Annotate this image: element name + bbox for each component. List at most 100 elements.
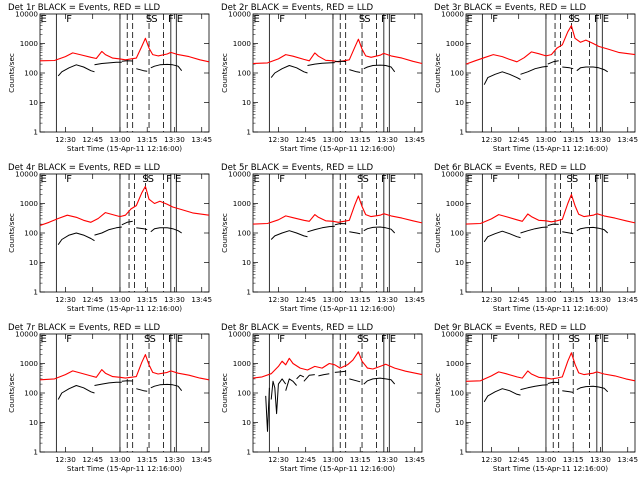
x-tick-label: 13:30	[164, 295, 185, 304]
flag-marker-label: F	[381, 174, 387, 185]
x-tick-label: 12:45	[508, 135, 529, 144]
y-tick-label: 1000	[20, 39, 39, 48]
x-tick-label: 12:45	[82, 295, 103, 304]
lld-series-line	[252, 38, 423, 65]
plot-frame	[39, 333, 210, 453]
x-tick-label: 12:45	[82, 455, 103, 464]
chart-title: Det 8r BLACK = Events, RED = LLD	[221, 323, 373, 333]
y-axis-label: Counts/sec	[7, 213, 16, 253]
x-tick-label: 13:45	[617, 135, 638, 144]
y-tick-label: 10	[242, 418, 252, 427]
events-series-line	[121, 380, 133, 382]
flag-marker-label: E	[603, 14, 609, 25]
detector-chart: Det 3r BLACK = Events, RED = LLD 1 10 100 10…	[433, 3, 638, 153]
x-tick-label: 13:00	[110, 295, 131, 304]
events-series-line	[349, 378, 361, 383]
chart-title: Det 4r BLACK = Events, RED = LLD	[8, 163, 160, 173]
flag-marker-label: S	[568, 14, 574, 25]
y-tick-label: 1	[33, 128, 38, 137]
flag-marker-label: E	[466, 14, 472, 25]
y-tick-label: 1000	[20, 359, 39, 368]
events-series-line	[520, 226, 548, 234]
y-tick-label: 100	[24, 229, 38, 238]
y-tick-label: 100	[237, 389, 251, 398]
events-series-line	[562, 66, 574, 70]
y-tick-label: 10000	[228, 330, 251, 339]
flag-marker-label: F	[279, 174, 285, 185]
y-tick-label: 1	[246, 448, 251, 457]
x-tick-label: 13:45	[404, 295, 425, 304]
x-tick-label: 13:30	[377, 135, 398, 144]
x-tick-label: 13:00	[536, 135, 557, 144]
flag-marker-label: F	[166, 174, 172, 185]
lld-series-line	[465, 352, 636, 382]
events-series-line	[576, 385, 609, 393]
y-tick-label: 10000	[441, 10, 464, 19]
flag-marker-label: S	[142, 174, 148, 185]
y-tick-label: 10000	[15, 10, 38, 19]
flag-marker-label: F	[279, 334, 285, 345]
detector-chart: Det 5r BLACK = Events, RED = LLD 1 10 100 10…	[220, 163, 425, 313]
x-tick-label: 13:45	[617, 455, 638, 464]
x-tick-label: 13:45	[404, 135, 425, 144]
events-series-line	[303, 374, 315, 382]
x-tick-label: 13:15	[563, 455, 584, 464]
x-tick-label: 13:45	[191, 455, 212, 464]
x-tick-label: 13:30	[377, 295, 398, 304]
detector-chart: Det 7r BLACK = Events, RED = LLD 1 10 100 10…	[7, 323, 212, 473]
events-series-line	[136, 227, 148, 231]
flag-marker-label: F	[66, 334, 72, 345]
events-series-line	[57, 385, 95, 400]
events-series-line	[349, 69, 361, 73]
y-tick-label: 1	[246, 128, 251, 137]
flag-marker-label: E	[466, 174, 472, 185]
x-tick-label: 12:30	[55, 295, 76, 304]
flag-marker-label: S	[357, 334, 363, 345]
y-tick-label: 100	[450, 229, 464, 238]
events-series-line	[520, 65, 548, 75]
chart-title: Det 7r BLACK = Events, RED = LLD	[8, 323, 160, 333]
y-tick-label: 10000	[228, 10, 251, 19]
x-tick-label: 13:15	[563, 135, 584, 144]
events-series-line	[520, 384, 548, 391]
events-series-line	[334, 370, 346, 373]
y-axis-label: Counts/sec	[220, 213, 229, 253]
flag-marker-label: F	[66, 174, 72, 185]
detector-panel: Det 7r BLACK = Events, RED = LLD 1 10 100 10…	[0, 320, 213, 480]
plot-frame	[252, 13, 423, 133]
events-series-line	[94, 61, 122, 66]
events-series-line	[334, 223, 346, 226]
flag-marker-label: S	[146, 14, 152, 25]
events-series-line	[547, 223, 559, 226]
y-tick-label: 100	[237, 69, 251, 78]
x-axis-label: Start Time (15-Apr-11 12:16:00)	[493, 464, 608, 473]
plot-frame	[39, 173, 210, 293]
flag-marker-label: S	[568, 334, 574, 345]
x-tick-label: 12:30	[268, 295, 289, 304]
flag-marker-label: S	[144, 334, 150, 345]
events-series-line	[483, 230, 521, 243]
detector-chart: Det 1r BLACK = Events, RED = LLD 1 10 100 10…	[7, 3, 212, 153]
flag-marker-label: E	[603, 174, 609, 185]
y-tick-label: 1	[33, 448, 38, 457]
flag-marker-label: S	[566, 174, 572, 185]
y-tick-label: 100	[24, 69, 38, 78]
events-series-line	[483, 388, 521, 403]
x-tick-label: 12:30	[268, 455, 289, 464]
events-series-line	[483, 71, 521, 85]
x-axis-label: Start Time (15-Apr-11 12:16:00)	[67, 304, 182, 313]
events-series-line	[265, 387, 270, 432]
events-series-line	[285, 378, 297, 391]
x-axis-label: Start Time (15-Apr-11 12:16:00)	[493, 144, 608, 153]
x-tick-label: 12:45	[295, 455, 316, 464]
x-tick-label: 13:45	[191, 135, 212, 144]
y-tick-label: 100	[450, 69, 464, 78]
y-tick-label: 1	[459, 128, 464, 137]
flag-marker-label: E	[175, 174, 181, 185]
y-tick-label: 1000	[233, 39, 252, 48]
events-series-line	[349, 231, 361, 235]
x-tick-label: 12:45	[508, 455, 529, 464]
x-tick-label: 13:00	[536, 295, 557, 304]
flag-marker-label: E	[253, 14, 259, 25]
